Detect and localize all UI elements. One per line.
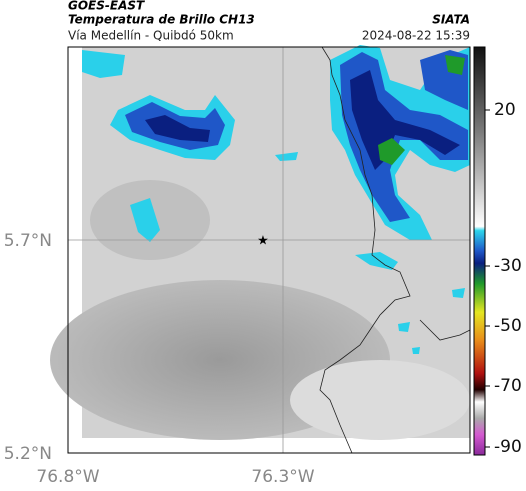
border-line [419,319,471,341]
map-border [67,46,471,454]
colorbar-gradient [473,46,486,456]
colorbar: 20 -30 -50 -70 -90 [473,46,522,457]
warm-region [290,360,470,440]
colorbar-ticks: 20 -30 -50 -70 -90 [485,100,522,457]
location-marker: ★ [257,234,269,249]
clouds [82,45,470,354]
source: SIATA [432,13,470,27]
region: Vía Medellín - Quibdó 50km [68,29,234,43]
border-line [319,46,411,454]
colorbar-label: -50 [494,316,522,336]
axis-labels: 5.7°N 5.2°N 76.8°W 76.3°W [4,231,315,487]
colorbar-label: -70 [494,376,522,396]
colorbar-label: -90 [494,437,522,457]
lon-label: 76.8°W [36,467,99,487]
map: ★ [50,45,471,454]
lat-label: 5.2°N [4,444,52,464]
lon-label: 76.3°W [251,467,314,487]
lat-label: 5.7°N [4,231,52,251]
colorbar-label: -30 [494,256,522,276]
product-title: Temperatura de Brillo CH13 [68,13,255,27]
colorbar-label: 20 [494,100,516,120]
datetime: 2024-08-22 15:39 [362,29,470,43]
satellite-title: GOES-EAST [68,0,145,13]
